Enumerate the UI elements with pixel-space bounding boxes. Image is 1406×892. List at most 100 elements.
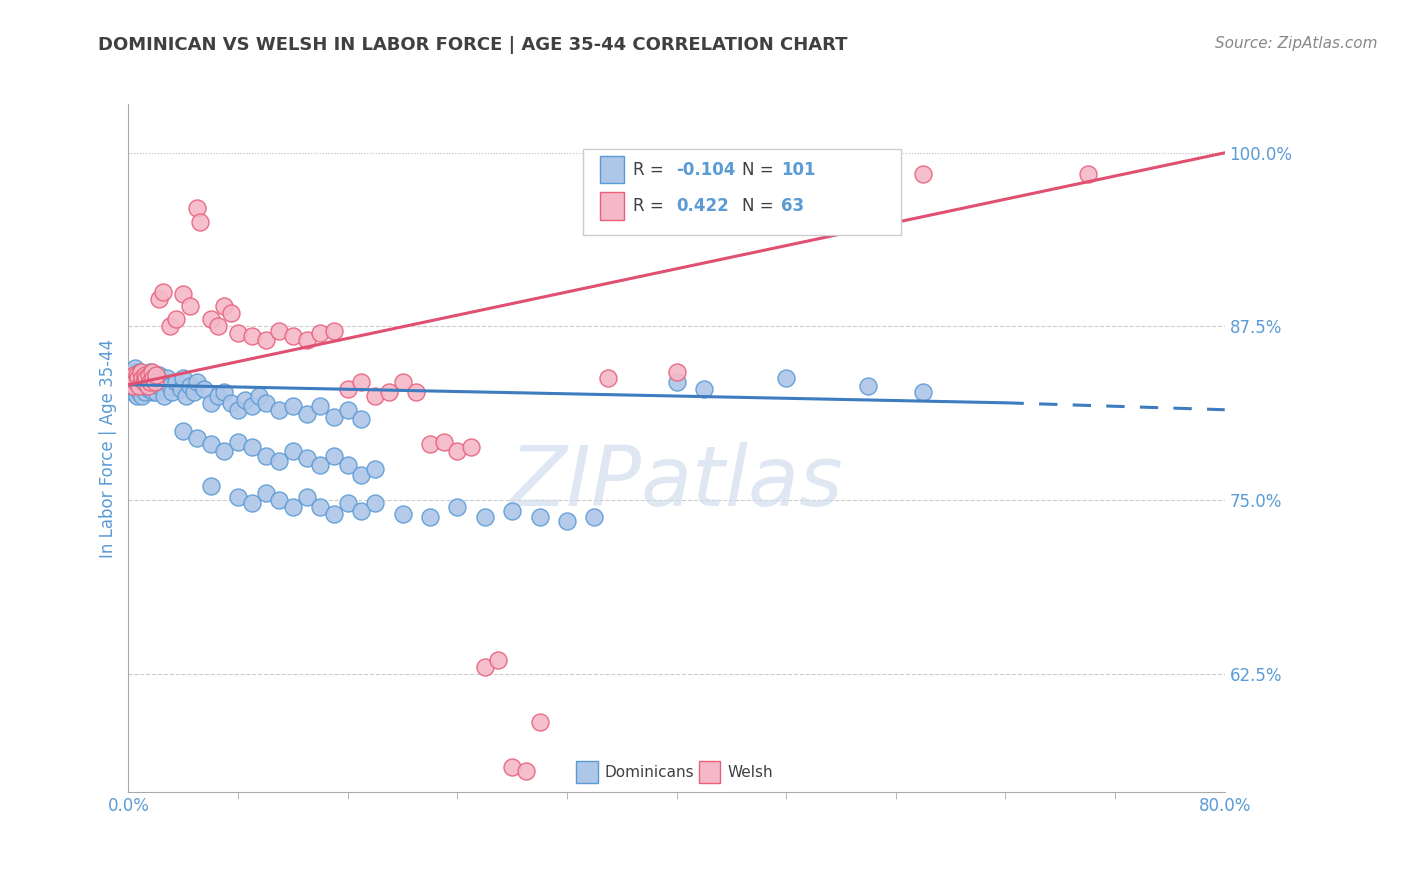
Point — [391, 507, 413, 521]
Point — [219, 305, 242, 319]
Point — [145, 374, 167, 388]
Text: Dominicans: Dominicans — [605, 765, 695, 780]
Point — [214, 384, 236, 399]
FancyBboxPatch shape — [575, 762, 598, 783]
Point — [121, 384, 143, 399]
Point — [200, 437, 222, 451]
Point — [350, 375, 373, 389]
Point — [336, 458, 359, 473]
Point — [350, 504, 373, 518]
Point — [135, 368, 157, 382]
Point — [295, 407, 318, 421]
Point — [596, 371, 619, 385]
Point — [128, 365, 150, 379]
Point — [200, 312, 222, 326]
Text: 101: 101 — [780, 161, 815, 178]
Point — [281, 329, 304, 343]
Text: R =: R = — [633, 161, 669, 178]
Point — [134, 374, 156, 388]
Point — [122, 365, 145, 379]
Point — [515, 764, 537, 778]
Point — [364, 389, 387, 403]
Point — [295, 490, 318, 504]
Point — [474, 659, 496, 673]
FancyBboxPatch shape — [699, 762, 720, 783]
Point — [138, 382, 160, 396]
Point — [254, 334, 277, 348]
Point — [336, 496, 359, 510]
Point — [156, 371, 179, 385]
Point — [131, 389, 153, 403]
Point — [169, 382, 191, 396]
Point — [912, 167, 935, 181]
Point — [214, 299, 236, 313]
Text: N =: N = — [742, 161, 779, 178]
Point — [131, 371, 153, 385]
Point — [142, 371, 165, 385]
Point — [323, 409, 346, 424]
Point — [174, 389, 197, 403]
Point — [145, 384, 167, 399]
Point — [323, 507, 346, 521]
Point — [134, 368, 156, 382]
Point — [309, 458, 332, 473]
Point — [121, 368, 143, 382]
Point — [159, 379, 181, 393]
Point — [693, 202, 716, 216]
Point — [183, 384, 205, 399]
Point — [148, 292, 170, 306]
Point — [138, 368, 160, 382]
Point — [127, 368, 149, 382]
Point — [226, 402, 249, 417]
Point — [152, 285, 174, 299]
Point — [134, 384, 156, 399]
Point — [269, 493, 291, 508]
Point — [281, 444, 304, 458]
Point — [186, 202, 208, 216]
Point — [120, 371, 142, 385]
Point — [172, 287, 194, 301]
Point — [141, 365, 163, 379]
Point — [269, 324, 291, 338]
Text: 0.422: 0.422 — [676, 197, 730, 215]
Point — [142, 368, 165, 382]
Point — [141, 375, 163, 389]
Point — [136, 371, 159, 385]
Point — [162, 384, 184, 399]
Point — [295, 451, 318, 466]
Text: DOMINICAN VS WELSH IN LABOR FORCE | AGE 35-44 CORRELATION CHART: DOMINICAN VS WELSH IN LABOR FORCE | AGE … — [98, 36, 848, 54]
Point — [124, 374, 146, 388]
Point — [488, 653, 510, 667]
Point — [460, 440, 482, 454]
Point — [131, 371, 153, 385]
Text: Source: ZipAtlas.com: Source: ZipAtlas.com — [1215, 36, 1378, 51]
Point — [128, 379, 150, 393]
Point — [501, 504, 523, 518]
Point — [247, 389, 270, 403]
Point — [188, 215, 211, 229]
Point — [912, 384, 935, 399]
Point — [125, 371, 148, 385]
Point — [120, 379, 142, 393]
Point — [529, 509, 551, 524]
Point — [364, 462, 387, 476]
Point — [405, 384, 427, 399]
Point — [240, 496, 263, 510]
Text: R =: R = — [633, 197, 669, 215]
Point — [122, 368, 145, 382]
Point — [125, 389, 148, 403]
Point — [419, 437, 441, 451]
Point — [132, 368, 155, 382]
Point — [125, 368, 148, 382]
Point — [350, 412, 373, 426]
Text: -0.104: -0.104 — [676, 161, 735, 178]
Point — [200, 396, 222, 410]
Point — [226, 490, 249, 504]
Point — [159, 319, 181, 334]
FancyBboxPatch shape — [600, 156, 624, 183]
Point — [132, 375, 155, 389]
Point — [269, 454, 291, 468]
Point — [127, 371, 149, 385]
FancyBboxPatch shape — [600, 192, 624, 219]
Point — [128, 384, 150, 399]
